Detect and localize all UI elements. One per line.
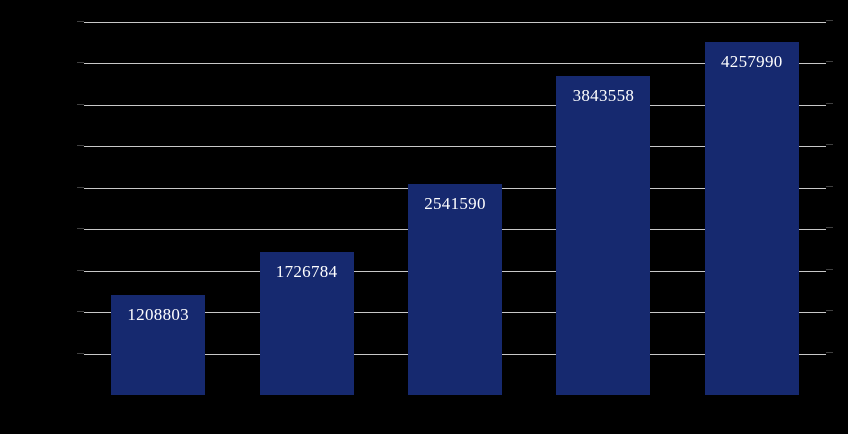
axis-tick — [77, 311, 84, 313]
axis-tick — [826, 310, 833, 312]
axis-tick — [826, 268, 833, 270]
bar: 2541590 — [408, 184, 502, 395]
axis-tick — [826, 185, 833, 187]
axis-tick — [77, 103, 84, 105]
bar-data-label: 2541590 — [424, 194, 486, 214]
bar-data-label: 1726784 — [275, 261, 338, 281]
axis-tick — [77, 352, 84, 354]
bar: 3843558 — [556, 76, 651, 395]
axis-tick — [826, 102, 833, 104]
axis-tick — [77, 228, 84, 230]
bar-data-label: 1208803 — [127, 304, 189, 324]
gridline — [84, 22, 826, 23]
axis-tick — [77, 186, 84, 188]
axis-tick — [77, 21, 84, 22]
bar-data-label: 3843558 — [572, 86, 635, 106]
bar-data-label: 4257990 — [720, 52, 783, 72]
axis-tick — [826, 61, 833, 63]
axis-tick — [826, 20, 833, 21]
bar: 4257990 — [704, 42, 799, 395]
bar: 1726784 — [259, 251, 354, 395]
axis-tick — [826, 351, 833, 353]
axis-tick — [77, 269, 84, 271]
bar: 1208803 — [111, 294, 206, 395]
axis-tick — [826, 144, 833, 146]
axis-tick — [826, 227, 833, 229]
axis-tick — [77, 145, 84, 147]
axis-tick — [77, 62, 84, 64]
